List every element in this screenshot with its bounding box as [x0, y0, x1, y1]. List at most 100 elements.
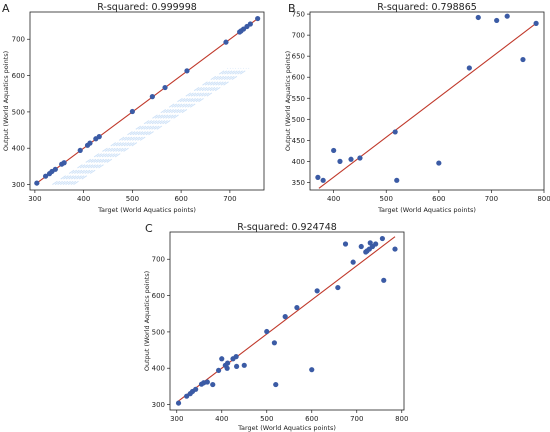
data-point — [184, 68, 190, 74]
data-point — [337, 158, 343, 164]
x-tick-label: 500 — [126, 195, 139, 203]
data-point — [320, 177, 326, 183]
x-tick-label: 500 — [380, 195, 393, 203]
y-tick-label: 300 — [12, 181, 25, 189]
data-point — [210, 381, 216, 388]
artifact-stripes — [52, 67, 250, 185]
data-point — [282, 314, 288, 320]
y-tick-labels: 350 400 450 500 550 600 650 700 750 — [292, 11, 305, 187]
x-tick-labels: 300 400 500 600 700 — [28, 195, 236, 203]
data-point — [436, 160, 442, 166]
data-points — [315, 13, 539, 183]
data-point — [225, 360, 231, 366]
data-point — [224, 365, 230, 371]
tick-marks — [167, 258, 403, 413]
artifact-stripe — [57, 67, 234, 185]
data-point — [234, 363, 240, 370]
artifact-stripe — [52, 67, 229, 185]
y-tick-label: 650 — [292, 53, 305, 61]
data-point — [77, 147, 83, 154]
data-point — [87, 140, 93, 146]
tick-marks — [27, 38, 231, 193]
x-axis-label: Target (World Aquatics points) — [377, 206, 476, 214]
x-tick-label: 300 — [28, 195, 41, 203]
y-tick-label: 750 — [292, 11, 305, 19]
y-tick-label: 300 — [152, 401, 165, 409]
data-point — [241, 362, 247, 368]
data-point — [392, 129, 398, 135]
data-point — [264, 328, 270, 335]
x-tick-label: 600 — [432, 195, 445, 203]
x-tick-label: 800 — [395, 415, 408, 423]
panel-a: A R-squared: 0.999998 300 400 500 600 700 30… — [2, 2, 265, 214]
data-point — [494, 17, 500, 24]
data-point — [96, 134, 102, 140]
data-point — [271, 340, 277, 346]
panel-b: B R-squared: 0.798865 400 500 600 700 800 35… — [284, 2, 550, 214]
artifact-stripe — [62, 67, 239, 185]
x-axis-label: Target (World Aquatics points) — [97, 206, 196, 214]
x-tick-labels: 400 500 600 700 800 — [327, 195, 550, 203]
data-point — [43, 173, 49, 179]
data-point — [294, 304, 300, 311]
x-tick-label: 600 — [305, 415, 318, 423]
y-axis-label: Output (World Aquatics points) — [284, 51, 292, 151]
x-tick-labels: 300 400 500 600 700 800 — [170, 415, 408, 423]
plot-frame — [29, 11, 265, 191]
chart-title: R-squared: 0.924748 — [237, 222, 337, 233]
y-axis-label: Output (World Aquatics points) — [2, 51, 10, 151]
x-tick-label: 300 — [170, 415, 183, 423]
chart-title: R-squared: 0.798865 — [377, 2, 477, 13]
data-point — [223, 39, 229, 45]
x-tick-label: 800 — [537, 195, 550, 203]
x-tick-label: 700 — [350, 415, 363, 423]
artifact-stripe — [70, 67, 247, 185]
x-tick-label: 700 — [485, 195, 498, 203]
data-point — [350, 259, 356, 265]
data-point — [314, 288, 320, 294]
y-tick-label: 350 — [292, 179, 305, 187]
data-point — [466, 65, 472, 71]
fit-line — [318, 22, 537, 189]
data-point — [342, 241, 349, 247]
panel-letter: B — [288, 2, 296, 15]
x-axis-label: Target (World Aquatics points) — [237, 424, 336, 432]
data-point — [392, 246, 398, 252]
y-tick-label: 550 — [292, 95, 305, 103]
x-tick-label: 400 — [215, 415, 228, 423]
data-point — [216, 367, 222, 374]
data-point — [255, 15, 261, 22]
data-point — [475, 14, 481, 21]
y-tick-label: 600 — [12, 72, 25, 80]
data-point — [61, 160, 67, 166]
fit-line — [176, 236, 396, 403]
data-point — [204, 379, 210, 385]
x-tick-label: 400 — [327, 195, 340, 203]
data-point — [149, 94, 155, 100]
data-point — [358, 243, 364, 250]
y-tick-labels: 300 400 500 600 700 — [12, 36, 25, 189]
data-point — [273, 381, 279, 388]
y-tick-label: 400 — [152, 365, 165, 373]
data-point — [309, 367, 315, 373]
artifact-stripe — [67, 67, 244, 185]
y-tick-label: 400 — [12, 145, 25, 153]
x-tick-label: 700 — [223, 195, 236, 203]
y-tick-label: 600 — [152, 292, 165, 300]
y-tick-label: 450 — [292, 137, 305, 145]
x-tick-label: 600 — [174, 195, 187, 203]
y-tick-label: 500 — [292, 116, 305, 124]
y-tick-label: 700 — [152, 256, 165, 264]
data-point — [357, 155, 363, 161]
data-points — [34, 15, 261, 186]
data-point — [193, 386, 199, 392]
fit-line — [34, 18, 258, 185]
y-tick-label: 700 — [292, 32, 305, 40]
data-point — [335, 284, 341, 291]
y-axis-label: Output (World Aquatics points) — [143, 271, 151, 371]
data-point — [331, 147, 337, 154]
plot-frame — [309, 11, 545, 191]
y-tick-label: 500 — [12, 108, 25, 116]
panel-letter: A — [2, 2, 10, 15]
